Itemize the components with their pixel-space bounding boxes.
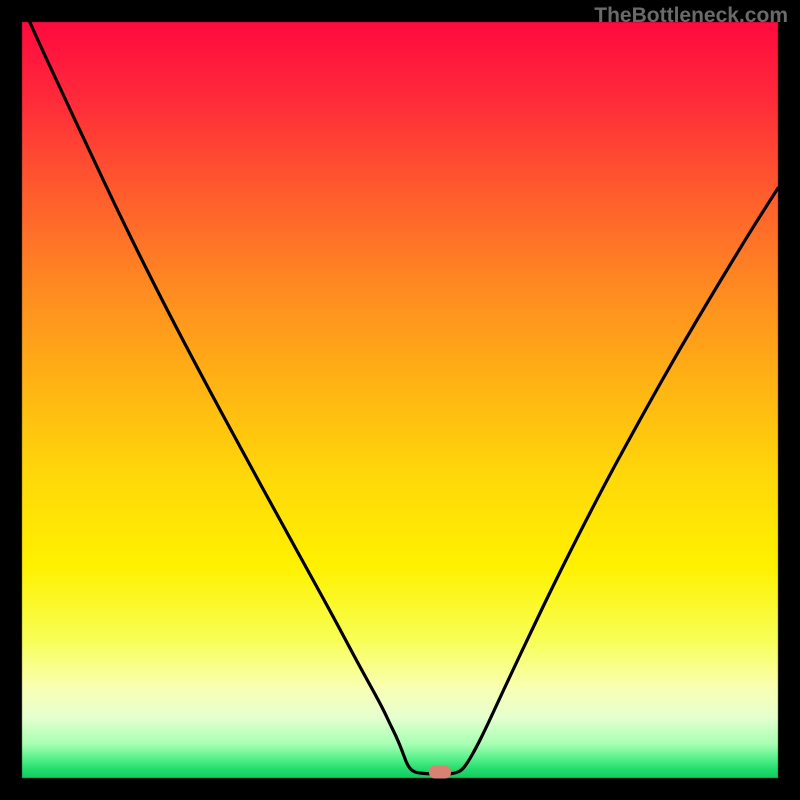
- watermark-text: TheBottleneck.com: [594, 4, 788, 28]
- gradient-plot-background: [0, 0, 800, 800]
- chart-stage: TheBottleneck.com: [0, 0, 800, 800]
